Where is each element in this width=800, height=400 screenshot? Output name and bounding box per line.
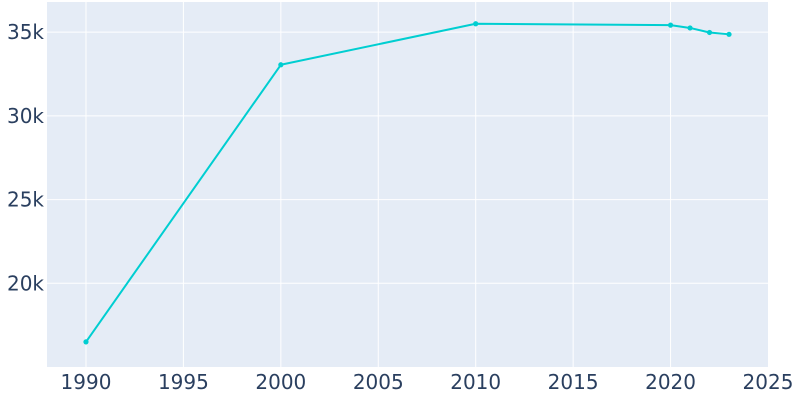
- series-group: [83, 21, 732, 345]
- y-axis-tick-labels: 20k 25k 30k 35k: [7, 20, 44, 295]
- y-tick-label: 25k: [7, 188, 44, 212]
- x-tick-label: 2010: [450, 370, 501, 394]
- data-point: [706, 29, 713, 36]
- y-tick-label: 30k: [7, 104, 44, 128]
- data-point: [473, 21, 479, 27]
- x-tick-label: 1990: [61, 370, 112, 394]
- data-point: [726, 31, 732, 37]
- x-tick-label: 2000: [255, 370, 306, 394]
- data-point: [278, 62, 284, 68]
- x-tick-label: 2020: [645, 370, 696, 394]
- plot-area: [47, 2, 768, 367]
- x-tick-label: 2025: [743, 370, 794, 394]
- y-tick-label: 35k: [7, 20, 44, 44]
- data-point: [667, 22, 674, 28]
- data-point: [687, 25, 693, 31]
- y-tick-label: 20k: [7, 271, 44, 295]
- data-point: [83, 339, 89, 345]
- x-tick-label: 2015: [548, 370, 599, 394]
- x-tick-label: 2005: [353, 370, 404, 394]
- x-tick-label: 1995: [158, 370, 209, 394]
- y-gridlines: [47, 31, 768, 284]
- x-axis-tick-labels: 1990 1995 2000 2005 2010 2015 2020 2025: [61, 370, 794, 394]
